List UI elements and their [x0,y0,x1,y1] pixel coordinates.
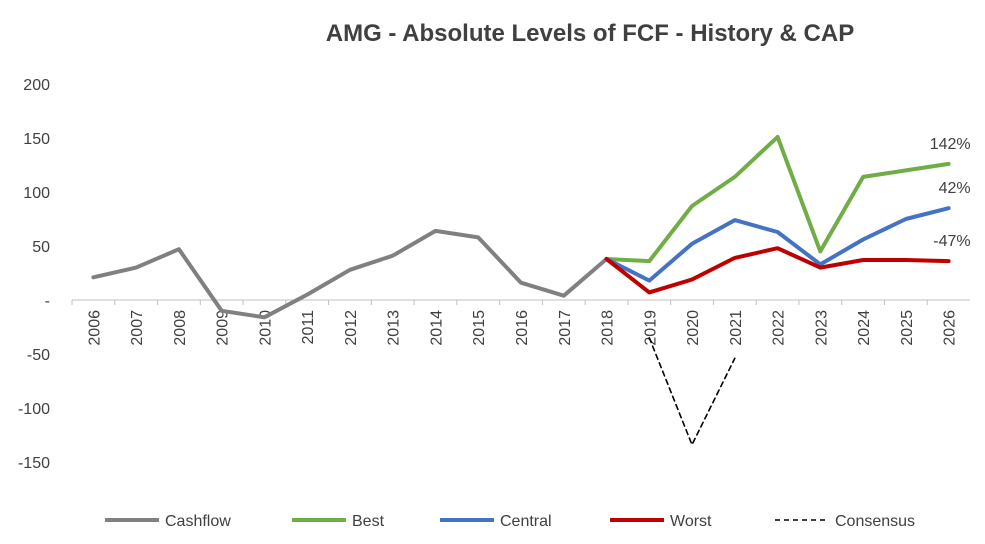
legend: Cashflow Best Central Worst Consensus [105,513,915,530]
legend-label-consensus: Consensus [835,513,915,530]
series-line-best [604,134,951,264]
x-tick-label: 2008 [172,310,189,346]
annotation-central: 42% [939,180,971,197]
annotation-best: 142% [930,136,971,153]
x-tick-label: 2009 [215,310,232,346]
x-tick-label: 2024 [856,310,873,346]
annotation-layer: 142% 42% -47% [930,136,971,250]
y-tick-label: -150 [18,455,50,472]
y-tick-label: 50 [32,239,50,256]
x-tick-label: 2016 [514,310,531,346]
x-axis: 2006 2007 2008 2009 2010 2011 2012 2013 2014 2015… [71,299,970,346]
annotation-worst: -47% [933,233,970,250]
y-axis: 200 150 100 50 - -50 -100 -150 [18,77,50,472]
y-tick-label: -50 [27,347,50,364]
x-tick-label: 2025 [899,310,916,346]
x-tick-label: 2021 [728,310,745,346]
legend-label-best: Best [352,513,385,530]
series-line-worst [604,246,951,295]
y-tick-label: -100 [18,401,50,418]
y-tick-label: 150 [23,131,50,148]
x-tick-label: 2026 [942,310,959,346]
series-layer [91,134,951,446]
legend-label-central: Central [500,513,552,530]
x-tick-label: 2017 [557,310,574,346]
y-tick-label: 100 [23,185,50,202]
x-tick-label: 2013 [386,310,403,346]
y-tick-label: 200 [23,77,50,94]
y-tick-label: - [45,293,50,310]
x-tick-label: 2014 [428,310,445,346]
x-tick-label: 2022 [771,310,788,346]
x-tick-label: 2012 [343,310,360,346]
x-tick-label: 2018 [600,310,617,346]
series-line-central [604,206,951,283]
x-tick-label: 2019 [642,310,659,346]
x-tick-label: 2023 [813,310,830,346]
x-tick-label: 2007 [129,310,146,346]
x-tick-label: 2006 [86,310,103,346]
series-line-cashflow [91,228,609,320]
legend-label-cashflow: Cashflow [165,513,231,530]
x-tick-label: 2015 [471,310,488,346]
x-tick-label: 2011 [300,310,317,345]
chart-title: AMG - Absolute Levels of FCF - History &… [325,20,855,47]
x-tick-label: 2020 [685,310,702,346]
series-line-consensus [648,336,736,446]
legend-label-worst: Worst [670,513,712,530]
